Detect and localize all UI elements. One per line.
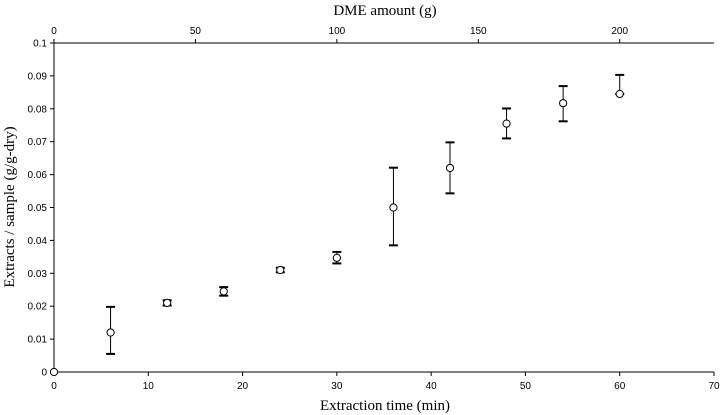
y-tick-label: 0.08 [28,104,48,115]
data-point [163,298,172,308]
y-tick-label: 0.1 [33,39,47,50]
data-point [615,89,624,99]
data-point [106,328,115,337]
data-point [389,203,398,212]
x-tick-label: 20 [237,381,249,392]
x2-tick-label: 0 [51,26,57,37]
x-tick-label: 0 [51,381,57,392]
data-points [49,89,624,377]
x-tick-label: 30 [331,381,343,392]
y-tick-label: 0.01 [28,335,48,346]
bottom-axis-title: Extraction time (min) [320,398,450,414]
x-tick-label: 70 [708,381,720,392]
y-tick-label: 0.09 [28,71,48,82]
y-tick-label: 0.06 [28,170,48,181]
y-tick-label: 0 [41,368,47,379]
data-point [332,253,341,262]
error-bars [106,73,625,355]
x2-tick-label: 50 [190,26,202,37]
y-tick-label: 0.07 [28,137,48,148]
x2-tick-label: 200 [611,26,628,37]
data-point [49,367,59,377]
y-tick-label: 0.05 [28,203,48,214]
y-tick-label: 0.03 [28,269,48,280]
data-point [559,99,568,108]
x2-tick-label: 150 [470,26,487,37]
data-point [219,287,228,296]
y-tick-label: 0.04 [28,236,48,247]
x-tick-label: 40 [426,381,438,392]
x-tick-label: 60 [614,381,626,392]
y-tick-label: 0.02 [28,302,48,313]
x-tick-label: 10 [143,381,155,392]
x-tick-label: 50 [520,381,532,392]
axes: 0 10 20 30 40 50 60 70 0 50 100 150 200 0 0.01 0.02 0.03… [28,26,720,392]
x2-tick-label: 100 [329,26,346,37]
data-point [445,163,455,173]
data-point [276,265,285,275]
data-point [502,119,511,128]
top-axis-title: DME amount (g) [333,3,436,19]
y-axis-title: Extracts / sample (g/g-dry) [2,126,18,287]
